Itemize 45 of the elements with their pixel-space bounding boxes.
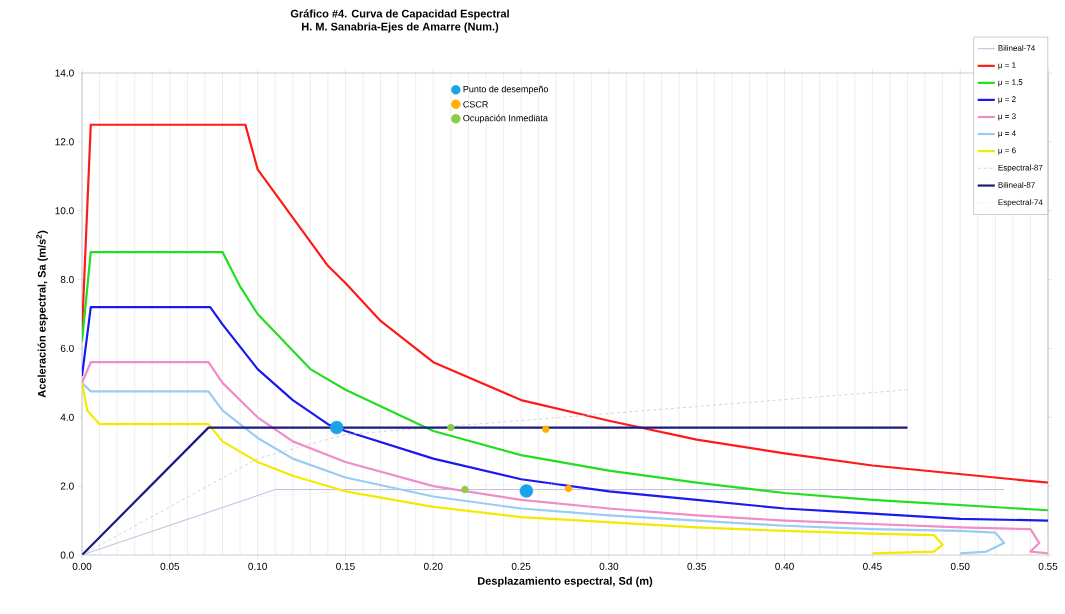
x-tick-label: 0.55	[1038, 562, 1058, 570]
x-tick-label: 0.05	[160, 562, 180, 570]
y-tick-label: 4.0	[60, 413, 74, 421]
x-tick-label: 0.15	[336, 562, 355, 570]
point	[519, 484, 534, 498]
y-tick-label: 8.0	[60, 276, 74, 284]
legend-label: μ = 2	[998, 96, 1016, 104]
y-tick-label: 14.0	[55, 69, 74, 77]
legend-label: Espectral-74	[998, 199, 1043, 207]
x-axis-title: Desplazamiento espectral, Sd (m)	[478, 576, 653, 587]
y-tick-label: 0.0	[60, 551, 74, 559]
y-tick-label: 2.0	[60, 482, 74, 490]
y-tick-label: 10.0	[55, 207, 74, 215]
x-tick-label: 0.30	[599, 562, 619, 570]
x-tick-label: 0.50	[950, 562, 970, 570]
legend-label: μ = 4	[998, 130, 1016, 138]
legend-label: Bilineal-74	[998, 45, 1036, 51]
chart-subtitle: H. M. Sanabria-Ejes de Amarre (Num.)	[302, 22, 499, 33]
x-tick-label: 0.45	[863, 562, 882, 570]
legend-label: CSCR	[463, 101, 488, 108]
legend-label: Bilineal-87	[998, 181, 1035, 188]
legend-label: Punto de desempeño	[463, 85, 549, 95]
point	[329, 420, 344, 435]
x-tick-label: 0.40	[775, 562, 794, 570]
point	[461, 485, 469, 494]
legend-label: μ = 3	[998, 113, 1016, 121]
y-tick-label: 6.0	[60, 344, 74, 352]
legend-label: μ = 6	[998, 147, 1016, 155]
x-tick-label: 0.00	[72, 562, 92, 570]
legend-label: Espectral-87	[998, 164, 1043, 173]
point	[564, 484, 573, 493]
point	[447, 423, 455, 432]
legend-label: μ = 1,5	[998, 79, 1023, 87]
line-series	[82, 482, 610, 555]
legend-label: μ = 1	[998, 62, 1016, 70]
y-axis-title: Aceleración espectral, Sa (m/s$^{2}$)	[36, 230, 48, 398]
chart-title: Gráfico #4. Curva de Capacidad Espectral	[290, 9, 509, 20]
x-tick-label: 0.20	[423, 562, 443, 570]
x-tick-label: 0.35	[687, 562, 707, 570]
x-tick-label: 0.25	[511, 562, 531, 570]
point	[541, 425, 550, 434]
line-series	[82, 306, 1049, 522]
y-tick-label: 12.0	[55, 138, 74, 146]
x-tick-label: 0.10	[248, 562, 267, 570]
legend-label: Ocupación Inmediata	[463, 114, 548, 124]
